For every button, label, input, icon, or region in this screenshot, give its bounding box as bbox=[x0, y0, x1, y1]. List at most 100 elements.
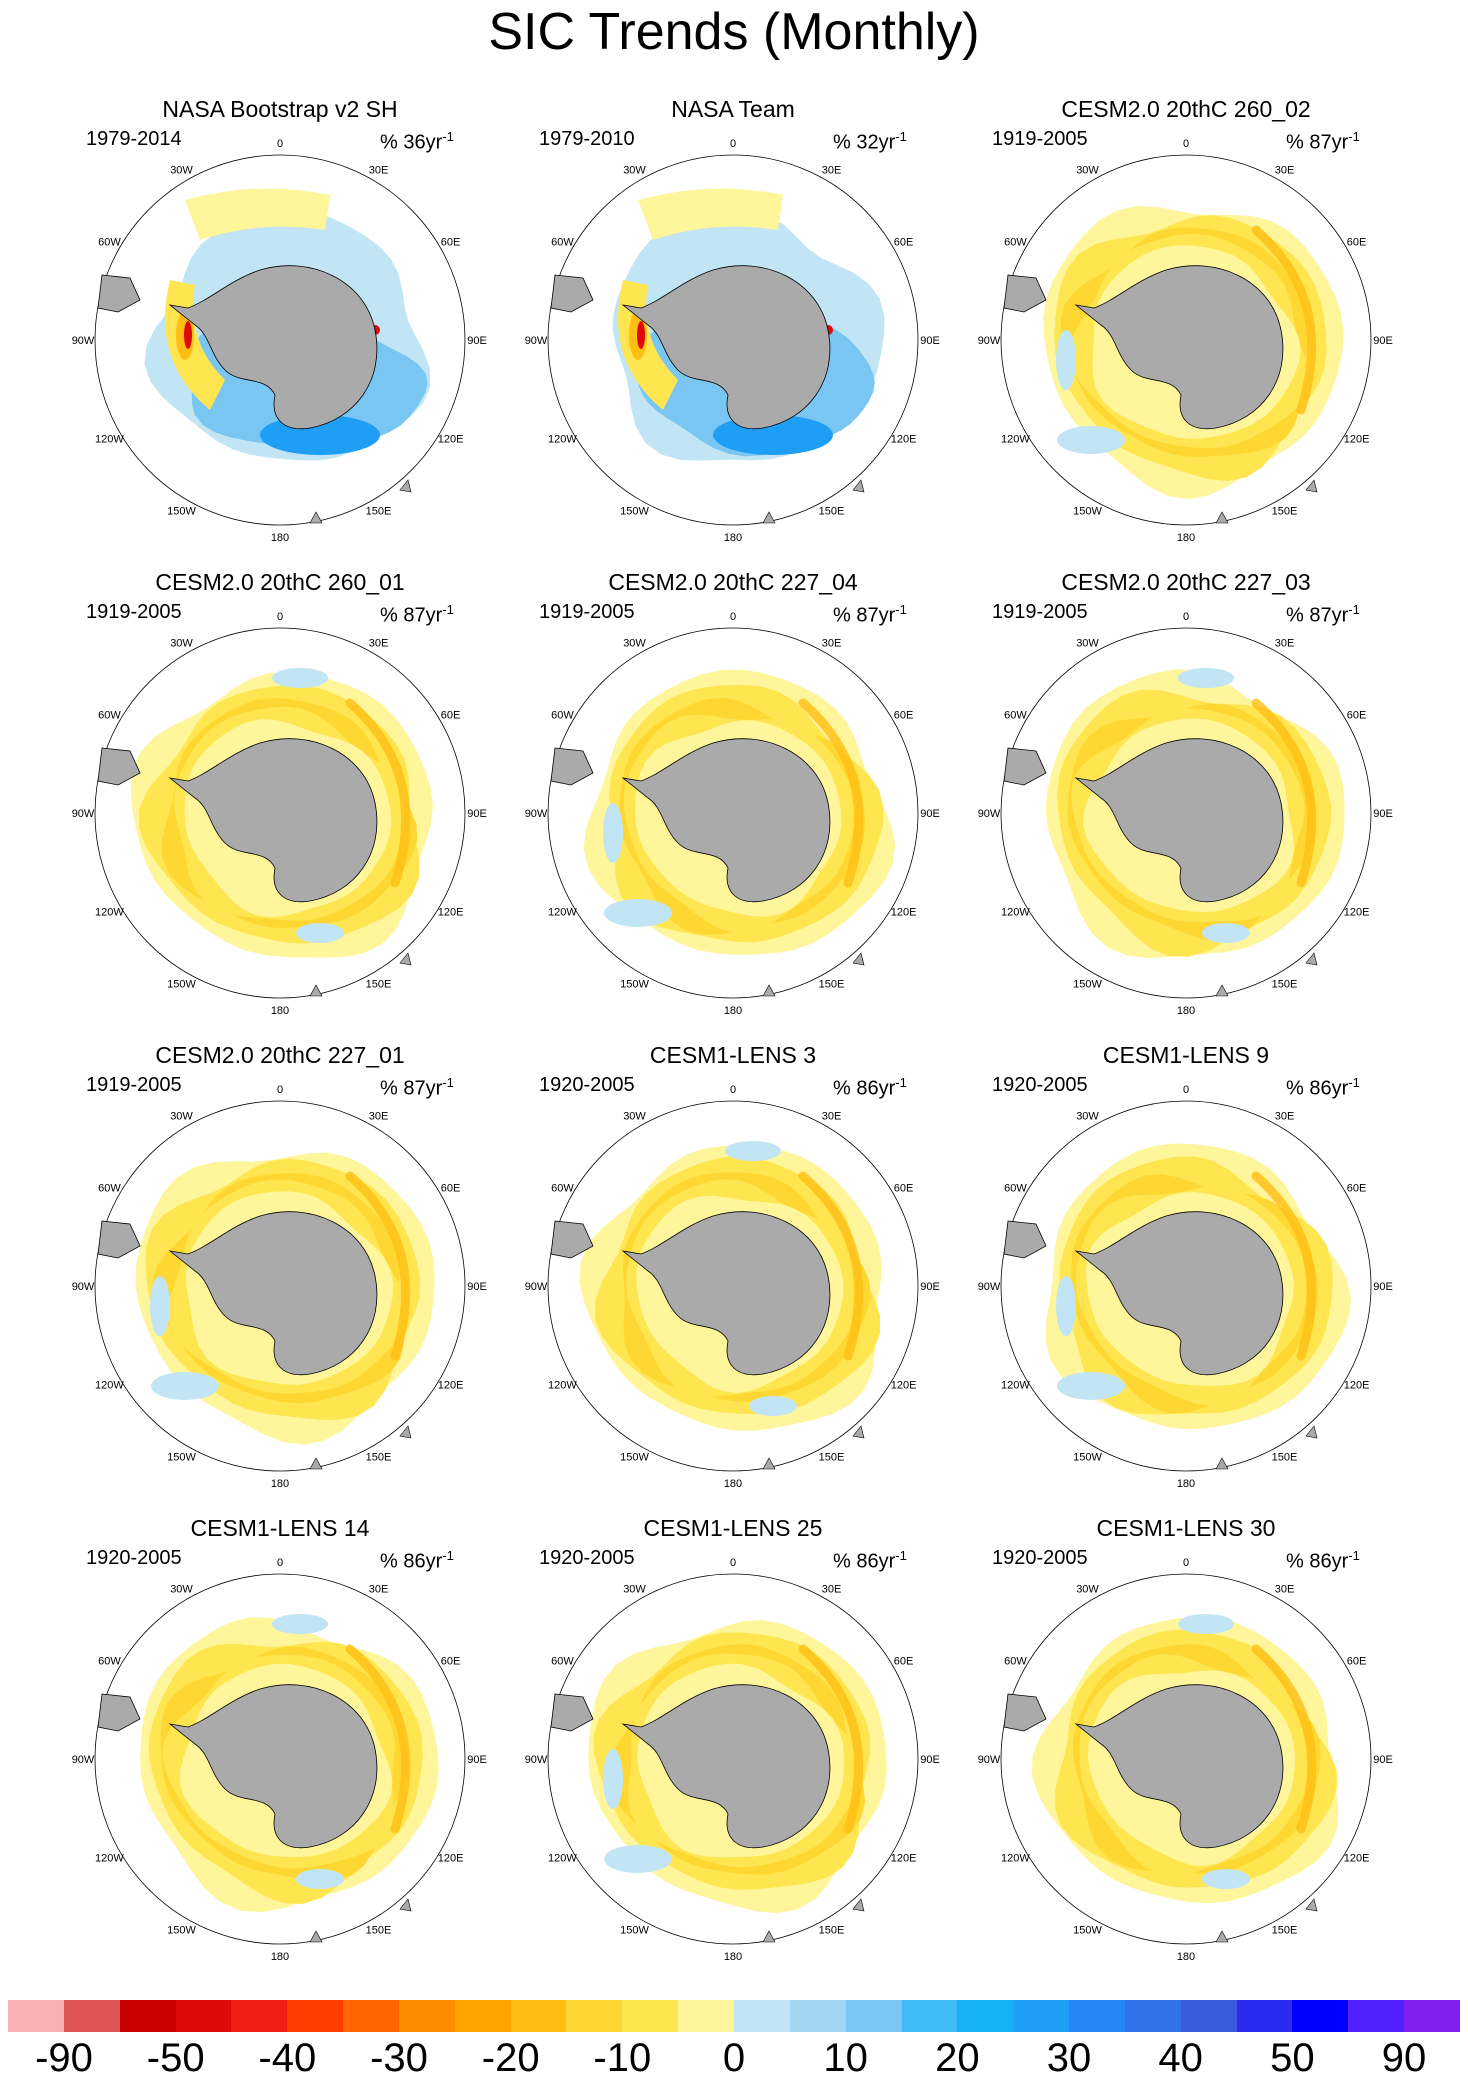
trend-contour bbox=[272, 1614, 328, 1634]
longitude-label: 30W bbox=[1076, 637, 1099, 649]
longitude-label: 60W bbox=[98, 710, 121, 722]
colorbar-label: 10 bbox=[823, 2036, 868, 2080]
longitude-label: 150E bbox=[819, 1925, 845, 1937]
trend-contour bbox=[798, 1644, 864, 1834]
polar-map: 0 30E 60E 90E 120E 150E 180 150W 120W 90W 60W 30W bbox=[72, 1084, 487, 1490]
colorbar-bin bbox=[454, 2000, 511, 2032]
longitude-label: 180 bbox=[271, 1478, 289, 1490]
longitude-label: 90E bbox=[1373, 808, 1393, 820]
longitude-label: 120E bbox=[1344, 434, 1370, 446]
longitude-label: 150E bbox=[819, 506, 845, 518]
longitude-label: 180 bbox=[1177, 1478, 1195, 1490]
antarctica-landmass bbox=[621, 1684, 831, 1849]
panel-period: 1919-2005 bbox=[992, 128, 1088, 150]
tasmania-landmass bbox=[1215, 984, 1229, 997]
colorbar-label: -20 bbox=[481, 2036, 540, 2080]
longitude-label: 150E bbox=[1272, 506, 1298, 518]
colorbar-bin bbox=[1124, 2000, 1181, 2032]
new-zealand-landmass bbox=[1305, 479, 1318, 493]
longitude-label: 30E bbox=[1275, 637, 1295, 649]
tasmania-landmass bbox=[1215, 511, 1229, 524]
trend-contour bbox=[151, 1372, 219, 1400]
longitude-label: 30W bbox=[170, 1583, 193, 1595]
colorbar-bin bbox=[231, 2000, 288, 2032]
longitude-label: 120W bbox=[548, 1853, 577, 1865]
longitude-label: 60E bbox=[441, 237, 461, 249]
longitude-label: 180 bbox=[724, 1005, 742, 1017]
longitude-label: 30W bbox=[170, 164, 193, 176]
longitude-label: 180 bbox=[271, 532, 289, 544]
longitude-label: 30E bbox=[822, 164, 842, 176]
longitude-label: 120E bbox=[1344, 1380, 1370, 1392]
longitude-label: 90E bbox=[467, 1754, 487, 1766]
longitude-label: 120W bbox=[548, 434, 577, 446]
longitude-label: 0 bbox=[730, 1084, 736, 1096]
longitude-label: 60W bbox=[551, 1183, 574, 1195]
longitude-label: 60W bbox=[1004, 710, 1027, 722]
south-america-landmass bbox=[1003, 1693, 1047, 1732]
tasmania-landmass bbox=[309, 984, 323, 997]
trend-contour bbox=[749, 1396, 797, 1416]
colorbar-bin bbox=[8, 2000, 64, 2032]
colorbar-label: 90 bbox=[1381, 2036, 1427, 2080]
longitude-label: 0 bbox=[277, 611, 283, 623]
longitude-label: 30W bbox=[623, 164, 646, 176]
longitude-label: 0 bbox=[730, 1557, 736, 1569]
longitude-label: 150W bbox=[167, 506, 196, 518]
colorbar-bin bbox=[566, 2000, 623, 2032]
polar-map: 0 30E 60E 90E 120E 150E 180 150W 120W 90W 60W 30W bbox=[978, 138, 1393, 544]
panel-period: 1919-2005 bbox=[539, 601, 635, 623]
colorbar-label: 0 bbox=[722, 2036, 746, 2080]
longitude-label: 120W bbox=[548, 1380, 577, 1392]
figure-title: SIC Trends (Monthly) bbox=[488, 3, 980, 61]
colorbar-label: 40 bbox=[1158, 2036, 1203, 2080]
longitude-label: 0 bbox=[1183, 1084, 1189, 1096]
colorbar-bin bbox=[1069, 2000, 1125, 2032]
longitude-label: 60E bbox=[894, 237, 914, 249]
antarctica-landmass bbox=[1074, 1211, 1284, 1376]
longitude-label: 60E bbox=[441, 710, 461, 722]
longitude-label: 150W bbox=[167, 1452, 196, 1464]
longitude-label: 60W bbox=[1004, 237, 1027, 249]
panel-period: 1920-2005 bbox=[992, 1547, 1088, 1569]
map-panel: 0 30E 60E 90E 120E 150E 180 150W 120W 90W 60W 30W CE… bbox=[40, 1041, 520, 1511]
trend-contour bbox=[1202, 1869, 1250, 1889]
map-panel: 0 30E 60E 90E 120E 150E 180 150W 120W 90W 60W 30W CE… bbox=[40, 568, 520, 1038]
panel-percent: % 86yr-1 bbox=[380, 1548, 454, 1573]
longitude-label: 90W bbox=[978, 1754, 1001, 1766]
tasmania-landmass bbox=[762, 511, 776, 524]
longitude-label: 30W bbox=[1076, 164, 1099, 176]
trend-contour bbox=[603, 803, 623, 863]
longitude-label: 60E bbox=[1347, 1183, 1367, 1195]
south-america-landmass bbox=[97, 1220, 141, 1259]
longitude-label: 120E bbox=[891, 434, 917, 446]
longitude-label: 60E bbox=[441, 1656, 461, 1668]
antarctica-landmass bbox=[168, 1211, 378, 1376]
colorbar-bin bbox=[678, 2000, 734, 2032]
colorbar-label: -50 bbox=[146, 2036, 205, 2080]
longitude-label: 30E bbox=[369, 637, 389, 649]
longitude-label: 0 bbox=[730, 138, 736, 150]
longitude-label: 90W bbox=[525, 1754, 548, 1766]
south-america-landmass bbox=[1003, 747, 1047, 786]
colorbar-bin bbox=[957, 2000, 1014, 2032]
longitude-label: 120E bbox=[891, 907, 917, 919]
colorbar-label: 30 bbox=[1046, 2036, 1092, 2080]
longitude-label: 180 bbox=[1177, 1951, 1195, 1963]
trend-contour bbox=[604, 899, 672, 927]
trend-contour bbox=[1057, 426, 1125, 454]
polar-map: 0 30E 60E 90E 120E 150E 180 150W 120W 90W 60W 30W bbox=[72, 1557, 487, 1963]
colorbar-bin bbox=[789, 2000, 846, 2032]
longitude-label: 90E bbox=[467, 1281, 487, 1293]
longitude-label: 180 bbox=[1177, 1005, 1195, 1017]
longitude-label: 150W bbox=[1073, 1925, 1102, 1937]
longitude-label: 30E bbox=[1275, 164, 1295, 176]
longitude-label: 120E bbox=[438, 1380, 464, 1392]
longitude-label: 90W bbox=[978, 808, 1001, 820]
longitude-label: 90E bbox=[1373, 335, 1393, 347]
longitude-label: 0 bbox=[277, 1084, 283, 1096]
colorbar-label: -40 bbox=[258, 2036, 317, 2080]
longitude-label: 90W bbox=[72, 808, 95, 820]
longitude-label: 60E bbox=[1347, 237, 1367, 249]
polar-map: 0 30E 60E 90E 120E 150E 180 150W 120W 90W 60W 30W bbox=[72, 611, 487, 1017]
